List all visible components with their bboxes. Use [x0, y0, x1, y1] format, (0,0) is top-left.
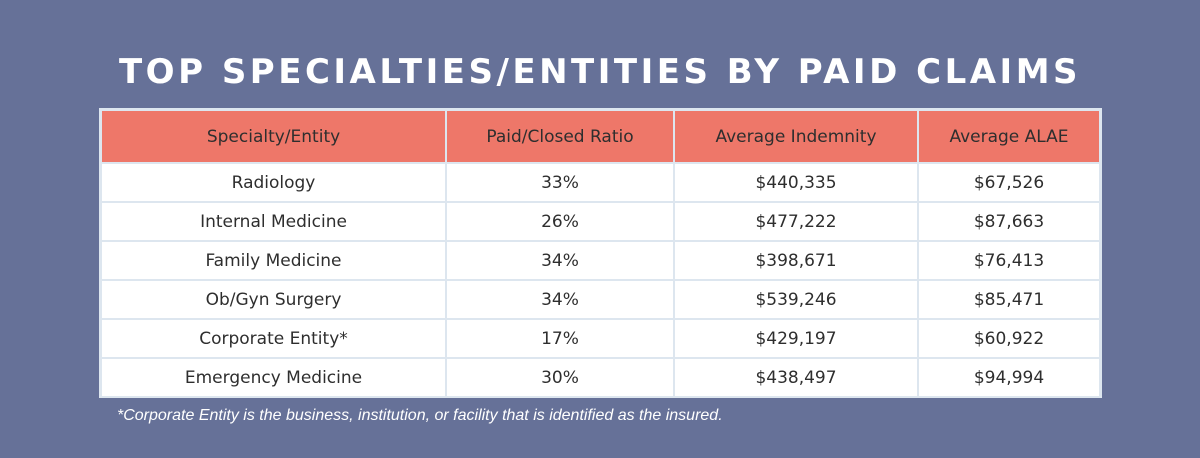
cell-average-alae: $87,663: [919, 201, 1099, 240]
table-row: Corporate Entity* 17% $429,197 $60,922: [102, 318, 1099, 357]
cell-specialty: Radiology: [102, 162, 447, 201]
cell-average-indemnity: $440,335: [675, 162, 919, 201]
claims-table-container: Specialty/Entity Paid/Closed Ratio Avera…: [99, 108, 1102, 398]
cell-paid-closed-ratio: 33%: [447, 162, 675, 201]
cell-average-indemnity: $429,197: [675, 318, 919, 357]
footnote: *Corporate Entity is the business, insti…: [117, 407, 723, 424]
cell-average-alae: $67,526: [919, 162, 1099, 201]
table-row: Radiology 33% $440,335 $67,526: [102, 162, 1099, 201]
cell-specialty: Family Medicine: [102, 240, 447, 279]
cell-paid-closed-ratio: 34%: [447, 279, 675, 318]
claims-table: Specialty/Entity Paid/Closed Ratio Avera…: [102, 111, 1099, 396]
table-row: Internal Medicine 26% $477,222 $87,663: [102, 201, 1099, 240]
cell-paid-closed-ratio: 17%: [447, 318, 675, 357]
cell-specialty: Internal Medicine: [102, 201, 447, 240]
cell-average-alae: $76,413: [919, 240, 1099, 279]
table-row: Family Medicine 34% $398,671 $76,413: [102, 240, 1099, 279]
column-header-paid-closed-ratio: Paid/Closed Ratio: [447, 111, 675, 162]
column-header-specialty: Specialty/Entity: [102, 111, 447, 162]
table-row: Ob/Gyn Surgery 34% $539,246 $85,471: [102, 279, 1099, 318]
cell-average-alae: $85,471: [919, 279, 1099, 318]
cell-specialty: Ob/Gyn Surgery: [102, 279, 447, 318]
cell-average-indemnity: $477,222: [675, 201, 919, 240]
column-header-average-indemnity: Average Indemnity: [675, 111, 919, 162]
cell-paid-closed-ratio: 26%: [447, 201, 675, 240]
cell-paid-closed-ratio: 30%: [447, 357, 675, 396]
cell-paid-closed-ratio: 34%: [447, 240, 675, 279]
cell-average-alae: $60,922: [919, 318, 1099, 357]
cell-average-indemnity: $398,671: [675, 240, 919, 279]
header-row: Specialty/Entity Paid/Closed Ratio Avera…: [102, 111, 1099, 162]
cell-average-indemnity: $438,497: [675, 357, 919, 396]
cell-specialty: Emergency Medicine: [102, 357, 447, 396]
chart-title: TOP SPECIALTIES/ENTITIES BY PAID CLAIMS: [118, 52, 1082, 92]
cell-average-alae: $94,994: [919, 357, 1099, 396]
column-header-average-alae: Average ALAE: [919, 111, 1099, 162]
table-row: Emergency Medicine 30% $438,497 $94,994: [102, 357, 1099, 396]
cell-average-indemnity: $539,246: [675, 279, 919, 318]
cell-specialty: Corporate Entity*: [102, 318, 447, 357]
